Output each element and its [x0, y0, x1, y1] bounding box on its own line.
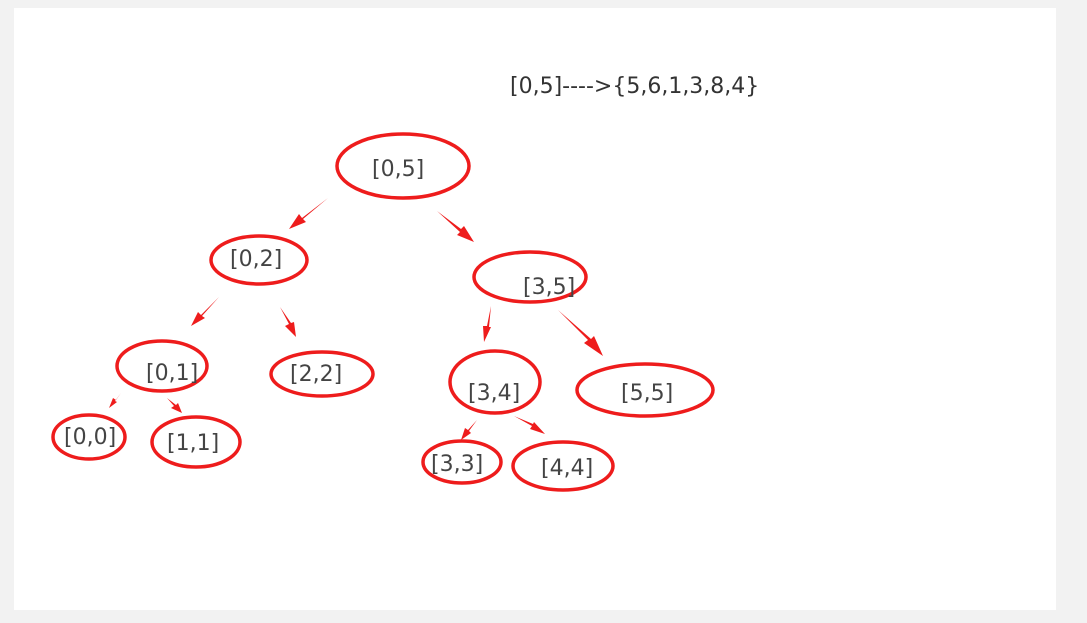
diagram-canvas — [14, 8, 1056, 610]
node-label-n05: [0,5] — [372, 157, 425, 182]
edge-arrow-n34-n33 — [461, 420, 477, 440]
edge-arrow-n35-n55 — [558, 310, 603, 356]
node-ellipse-n33 — [421, 439, 503, 485]
edge-arrow-n02-n01 — [191, 297, 219, 326]
node-label-n11: [1,1] — [167, 431, 220, 456]
edge-arrow-n05-n02 — [289, 198, 328, 229]
edge-arrow-n01-n00 — [109, 393, 121, 408]
node-label-n00: [0,0] — [64, 425, 117, 450]
edge-arrow-n02-n22 — [280, 307, 296, 337]
edge-arrow-n01-n11 — [167, 398, 182, 413]
node-ellipse-n22 — [269, 350, 375, 398]
node-label-n01: [0,1] — [146, 361, 199, 386]
edge-arrow-n05-n35 — [437, 211, 474, 242]
node-ellipse-n35 — [472, 250, 588, 304]
node-label-n02: [0,2] — [230, 247, 283, 272]
node-ellipse-n55 — [575, 362, 715, 418]
node-label-n44: [4,4] — [541, 456, 594, 481]
node-label-n33: [3,3] — [431, 452, 484, 477]
node-ellipse-n01 — [115, 339, 209, 393]
node-ellipse-n11 — [150, 415, 242, 469]
node-ellipse-n02 — [209, 234, 309, 286]
node-ellipse-n44 — [511, 440, 615, 492]
mapping-caption: [0,5]---->{5,6,1,3,8,4} — [510, 74, 760, 99]
node-label-n35: [3,5] — [523, 275, 576, 300]
node-ellipse-n34 — [448, 349, 542, 415]
node-label-n22: [2,2] — [290, 362, 343, 387]
node-label-n55: [5,5] — [621, 381, 674, 406]
edge-arrow-n35-n34 — [483, 306, 491, 342]
node-ellipse-n05 — [335, 132, 471, 200]
node-ellipse-n00 — [51, 413, 127, 461]
edge-arrow-n34-n44 — [514, 416, 545, 434]
node-label-n34: [3,4] — [468, 381, 521, 406]
